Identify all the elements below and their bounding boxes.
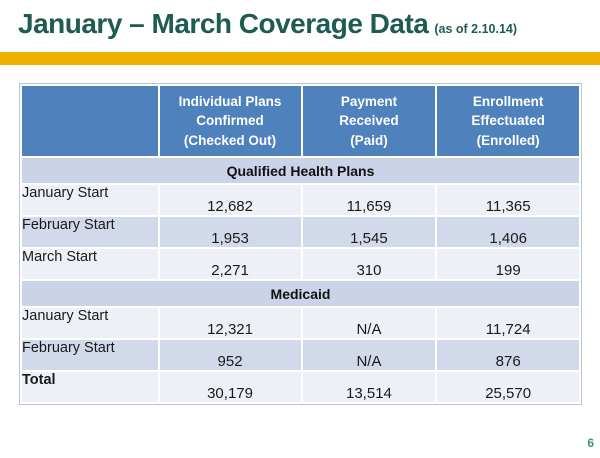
table-row-medicaid-january-start: January Start 12,321 N/A 11,724 — [20, 306, 581, 340]
row-label: February Start — [20, 338, 160, 372]
coverage-table: Individual Plans Confirmed (Checked Out)… — [19, 83, 582, 405]
title-text: January – March Coverage Data — [18, 8, 429, 39]
cell-value: 952 — [157, 338, 303, 372]
accent-bar — [0, 52, 600, 65]
table-row-qhp-january-start: January Start 12,682 11,659 11,365 — [20, 183, 581, 217]
cell-value: 11,365 — [435, 183, 581, 217]
table-row-qhp-february-start: February Start 1,953 1,545 1,406 — [20, 215, 581, 249]
cell-value: N/A — [300, 338, 438, 372]
page-title: January – March Coverage Data (as of 2.10… — [18, 8, 517, 40]
page-number: 6 — [587, 436, 594, 450]
table-row-qhp-march-start: March Start 2,271 310 199 — [20, 247, 581, 281]
section-row-medicaid: Medicaid — [20, 279, 581, 308]
cell-value: 310 — [300, 247, 438, 281]
cell-value: 1,545 — [300, 215, 438, 249]
cell-value: 12,321 — [157, 306, 303, 340]
cell-value: 13,514 — [300, 370, 438, 404]
header-corner-cell — [20, 84, 160, 158]
cell-value: 11,724 — [435, 306, 581, 340]
table-row-medicaid-february-start: February Start 952 N/A 876 — [20, 338, 581, 372]
cell-value: 30,179 — [157, 370, 303, 404]
table-row-total: Total 30,179 13,514 25,570 — [20, 370, 581, 404]
header-enrollment-effectuated: Enrollment Effectuated (Enrolled) — [435, 84, 581, 158]
row-label: February Start — [20, 215, 160, 249]
section-label: Medicaid — [20, 279, 581, 308]
cell-value: N/A — [300, 306, 438, 340]
table-header-row: Individual Plans Confirmed (Checked Out)… — [20, 84, 581, 158]
row-label: Total — [20, 370, 160, 404]
cell-value: 1,406 — [435, 215, 581, 249]
section-label: Qualified Health Plans — [20, 156, 581, 185]
cell-value: 1,953 — [157, 215, 303, 249]
cell-value: 199 — [435, 247, 581, 281]
title-date-suffix: (as of 2.10.14) — [434, 22, 518, 36]
row-label: January Start — [20, 183, 160, 217]
header-payment-received: Payment Received (Paid) — [300, 84, 438, 158]
section-row-qualified-health-plans: Qualified Health Plans — [20, 156, 581, 185]
row-label: January Start — [20, 306, 160, 340]
cell-value: 11,659 — [300, 183, 438, 217]
cell-value: 876 — [435, 338, 581, 372]
cell-value: 2,271 — [157, 247, 303, 281]
cell-value: 25,570 — [435, 370, 581, 404]
row-label: March Start — [20, 247, 160, 281]
cell-value: 12,682 — [157, 183, 303, 217]
header-individual-plans-confirmed: Individual Plans Confirmed (Checked Out) — [157, 84, 303, 158]
